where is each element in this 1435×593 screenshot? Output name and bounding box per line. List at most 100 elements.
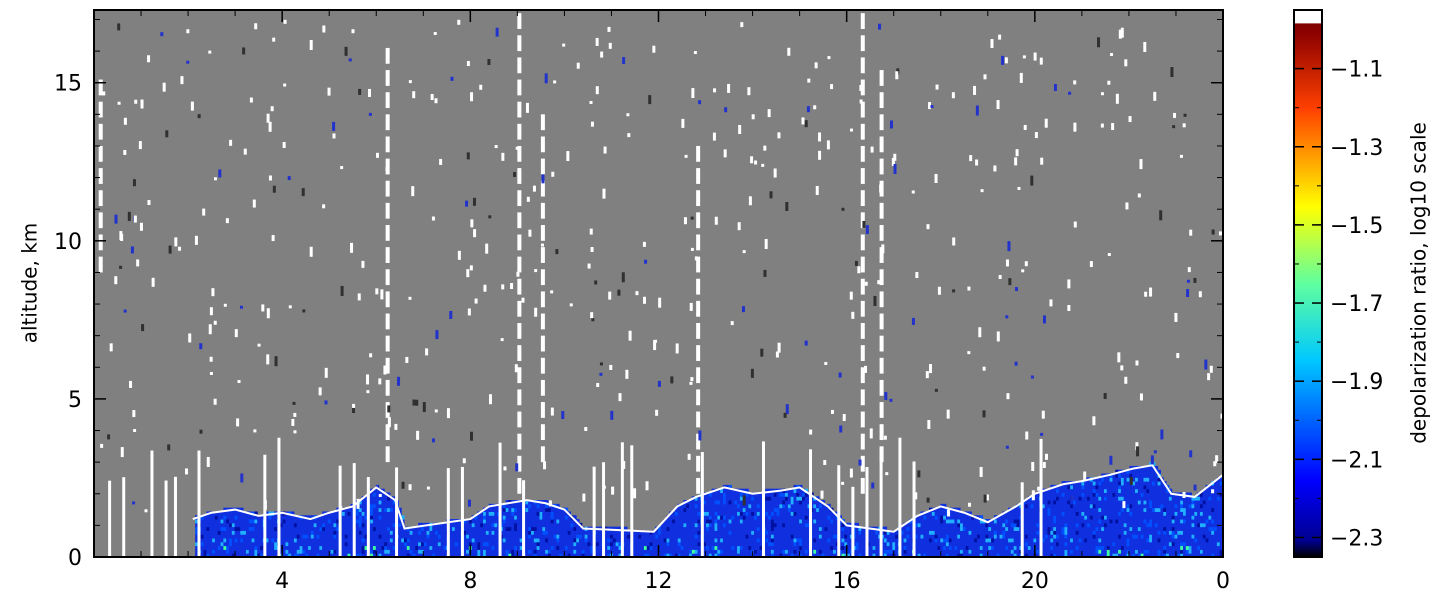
heatmap-cell [576, 541, 580, 547]
heatmap-cell [279, 522, 284, 528]
heatmap-cell [1199, 553, 1204, 557]
heatmap-cell [773, 519, 778, 524]
heatmap-cell [358, 526, 363, 531]
heatmap-cell [364, 496, 368, 501]
heatmap-cell [324, 515, 329, 520]
heatmap-cell [1185, 553, 1190, 557]
heatmap-cell [703, 500, 707, 505]
heatmap-cell [703, 496, 707, 501]
heatmap-cell [974, 538, 978, 543]
heatmap-cell [285, 522, 289, 528]
heatmap-cell [1180, 553, 1184, 557]
heatmap-cell [756, 500, 761, 505]
heatmap-cell [748, 541, 752, 547]
heatmap-cell [674, 541, 679, 547]
heatmap-cell [979, 534, 984, 539]
heatmap-cell [886, 549, 890, 554]
heatmap-cell [1005, 526, 1009, 531]
heatmap-cell [330, 538, 334, 543]
heatmap-cell [660, 549, 665, 554]
heatmap-cell [745, 488, 749, 493]
heatmap-cell [937, 538, 941, 543]
heatmap-cell [1157, 530, 1161, 535]
heatmap-cell [923, 522, 927, 528]
heatmap-cell [787, 519, 792, 524]
heatmap-cell [350, 530, 354, 535]
heatmap-cell [514, 538, 518, 543]
heatmap-cell [649, 553, 653, 557]
heatmap-cell [1030, 526, 1034, 531]
heatmap-cell [1129, 500, 1133, 505]
heatmap-cell [1022, 530, 1026, 535]
heatmap-cell [268, 545, 272, 550]
heatmap-cell [1146, 496, 1150, 501]
heatmap-cell [734, 507, 738, 512]
heatmap-cell [466, 541, 470, 547]
heatmap-cell [454, 530, 459, 535]
heatmap-cell [1197, 534, 1201, 539]
heatmap-cell [658, 538, 662, 543]
heatmap-cell [773, 549, 778, 554]
heatmap-cell [821, 545, 826, 550]
heatmap-cell [753, 522, 758, 528]
heatmap-cell [1064, 507, 1068, 512]
heatmap-cell [1154, 484, 1159, 490]
heatmap-cell [251, 522, 255, 528]
heatmap-cell [494, 507, 498, 512]
heatmap-cell [559, 541, 563, 547]
heatmap-cell [1033, 500, 1037, 505]
heatmap-cell [1047, 530, 1051, 535]
heatmap-cell [974, 553, 978, 557]
heatmap-cell [686, 526, 690, 531]
heatmap-cell [1087, 488, 1091, 493]
heatmap-cell [1140, 500, 1144, 505]
heatmap-cell [804, 515, 809, 520]
heatmap-cell [401, 515, 405, 520]
heatmap-cell [618, 526, 622, 531]
heatmap-cell [578, 553, 583, 557]
heatmap-cell [454, 549, 459, 554]
heatmap-cell [1120, 496, 1125, 501]
heatmap-cell [398, 519, 402, 524]
heatmap-cell [728, 484, 732, 490]
heatmap-cell [745, 500, 749, 505]
heatmap-cell [731, 530, 735, 535]
heatmap-cell [545, 511, 549, 516]
heatmap-cell [1177, 519, 1181, 524]
heatmap-cell [435, 553, 439, 557]
heatmap-cell [838, 526, 842, 531]
heatmap-cell [590, 541, 594, 547]
heatmap-cell [649, 545, 653, 550]
heatmap-cell [652, 538, 656, 543]
heatmap-cell [358, 541, 363, 547]
heatmap-cell [785, 507, 789, 512]
heatmap-cell [960, 526, 964, 531]
heatmap-cell [1123, 481, 1128, 486]
heatmap-cell [985, 545, 989, 550]
heatmap-cell [1053, 549, 1057, 554]
heatmap-cell [962, 530, 967, 535]
heatmap-cell [542, 530, 546, 535]
heatmap-cell [364, 522, 368, 528]
heatmap-cell [1109, 526, 1113, 531]
heatmap-cell [813, 545, 817, 550]
heatmap-cell [728, 496, 732, 501]
heatmap-cell [1197, 526, 1201, 531]
heatmap-cell [539, 507, 543, 512]
heatmap-cell [1061, 545, 1065, 550]
heatmap-cell [680, 507, 684, 512]
heatmap-cell [677, 541, 682, 547]
heatmap-cell [1151, 496, 1156, 501]
heatmap-cell [576, 530, 580, 535]
heatmap-cell [471, 553, 476, 557]
heatmap-cell [1106, 519, 1111, 524]
heatmap-cell [1194, 541, 1198, 547]
heatmap-cell [954, 515, 958, 520]
heatmap-cell [799, 526, 803, 531]
heatmap-cell [234, 549, 238, 554]
heatmap-cell [412, 534, 416, 539]
heatmap-cell [1027, 503, 1032, 509]
heatmap-cell [550, 515, 555, 520]
heatmap-cell [909, 538, 913, 543]
heatmap-cell [1180, 538, 1184, 543]
